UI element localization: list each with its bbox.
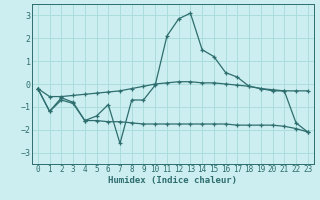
X-axis label: Humidex (Indice chaleur): Humidex (Indice chaleur) bbox=[108, 176, 237, 185]
